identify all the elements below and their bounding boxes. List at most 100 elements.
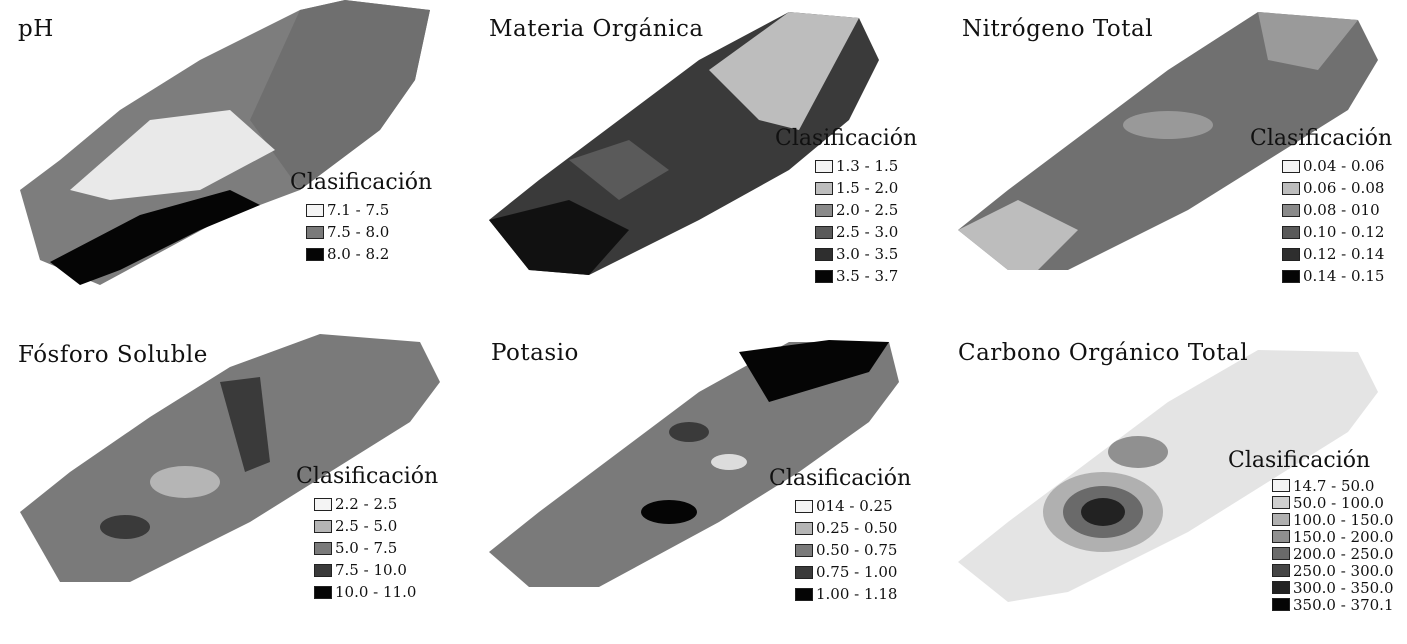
legend-item: 0.10 - 0.12 — [1282, 221, 1392, 243]
legend-swatch — [1282, 269, 1300, 283]
legend-label: 1.00 - 1.18 — [816, 585, 898, 603]
legend-label: 50.0 - 100.0 — [1293, 493, 1384, 512]
legend-swatch — [314, 563, 332, 577]
map-panel-fosforo-soluble: Fósforo Soluble Clasificación 2.2 - 2.5 … — [0, 322, 469, 644]
legend-label: 200.0 - 250.0 — [1293, 544, 1394, 563]
legend-item: 3.5 - 3.7 — [815, 265, 917, 287]
legend-label: 7.5 - 10.0 — [335, 561, 407, 579]
legend-item: 0.08 - 010 — [1282, 199, 1392, 221]
legend-swatch — [314, 585, 332, 599]
legend-swatch — [795, 499, 813, 513]
legend-item: 0.12 - 0.14 — [1282, 243, 1392, 265]
map-panel-materia-organica: Materia Orgánica Clasificación 1.3 - 1.5… — [469, 0, 938, 322]
legend-item: 350.0 - 370.1 — [1272, 596, 1394, 614]
legend-swatch — [1272, 479, 1290, 492]
legend-item: 0.14 - 0.15 — [1282, 265, 1392, 287]
legend-item: 0.04 - 0.06 — [1282, 155, 1392, 177]
terrain-map-fosforo-soluble — [20, 334, 440, 582]
legend-label: 2.2 - 2.5 — [335, 495, 398, 513]
legend-label: 250.0 - 300.0 — [1293, 561, 1394, 580]
legend-item: 300.0 - 350.0 — [1272, 578, 1394, 597]
legend-item: 0.25 - 0.50 — [795, 517, 911, 539]
legend-swatch — [1272, 547, 1290, 560]
legend-swatch — [314, 519, 332, 533]
legend-label: 3.5 - 3.7 — [836, 267, 899, 285]
legend-swatch — [795, 521, 813, 535]
panel-title: Carbono Orgánico Total — [958, 340, 1249, 366]
legend-label: 7.1 - 7.5 — [327, 201, 390, 219]
legend: Clasificación 14.7 - 50.0 50.0 - 100.0 1… — [1228, 448, 1394, 614]
legend-item: 0.06 - 0.08 — [1282, 177, 1392, 199]
map-panel-carbono-organico-total: Carbono Orgánico Total Clasificación 14.… — [938, 322, 1407, 644]
legend-label: 1.3 - 1.5 — [836, 157, 899, 175]
legend-item: 7.1 - 7.5 — [306, 199, 432, 221]
legend-item: 14.7 - 50.0 — [1272, 476, 1394, 495]
legend-swatch — [795, 565, 813, 579]
legend-swatch — [1272, 564, 1290, 577]
legend-swatch — [815, 159, 833, 173]
legend-swatch — [1272, 581, 1290, 594]
legend-label: 0.25 - 0.50 — [816, 519, 898, 537]
legend-title: Clasificación — [1250, 126, 1393, 151]
legend-label: 0.04 - 0.06 — [1303, 157, 1385, 175]
legend-swatch — [815, 225, 833, 239]
legend-label: 1.5 - 2.0 — [836, 179, 899, 197]
legend-swatch — [306, 203, 324, 217]
legend-item: 2.5 - 5.0 — [314, 515, 438, 537]
legend-swatch — [1282, 247, 1300, 261]
legend-title: Clasificación — [1228, 448, 1371, 473]
legend-item: 150.0 - 200.0 — [1272, 528, 1394, 546]
legend-label: 2.0 - 2.5 — [836, 201, 899, 219]
legend-swatch — [795, 543, 813, 557]
legend-item: 014 - 0.25 — [795, 495, 911, 517]
legend-title: Clasificación — [290, 170, 433, 195]
legend-swatch — [815, 203, 833, 217]
legend-label: 0.75 - 1.00 — [816, 563, 898, 581]
legend-item: 7.5 - 8.0 — [306, 221, 432, 243]
legend-swatch — [1282, 181, 1300, 195]
legend-item: 10.0 - 11.0 — [314, 581, 438, 603]
terrain-map-potasio — [489, 340, 899, 587]
legend-swatch — [1272, 530, 1290, 543]
terrain-map-ph — [20, 0, 430, 285]
legend-label: 2.5 - 3.0 — [836, 223, 899, 241]
legend-item: 1.00 - 1.18 — [795, 583, 911, 605]
map-panel-ph: pH Clasificación 7.1 - 7.5 7.5 - 8.0 8.0… — [0, 0, 469, 322]
legend-label: 300.0 - 350.0 — [1293, 578, 1394, 597]
legend: Clasificación 7.1 - 7.5 7.5 - 8.0 8.0 - … — [290, 170, 432, 265]
legend-swatch — [1282, 203, 1300, 217]
legend-swatch — [314, 541, 332, 555]
legend: Clasificación 0.04 - 0.06 0.06 - 0.08 0.… — [1250, 126, 1392, 287]
panel-title: Materia Orgánica — [489, 16, 704, 42]
legend: Clasificación 1.3 - 1.5 1.5 - 2.0 2.0 - … — [775, 126, 917, 287]
legend-label: 3.0 - 3.5 — [836, 245, 899, 263]
legend-swatch — [815, 181, 833, 195]
legend-label: 8.0 - 8.2 — [327, 245, 390, 263]
legend-item: 5.0 - 7.5 — [314, 537, 438, 559]
legend-label: 5.0 - 7.5 — [335, 539, 398, 557]
panel-title: Potasio — [491, 340, 579, 366]
terrain-map-nitrogeno-total — [958, 12, 1378, 270]
legend-swatch — [1272, 598, 1290, 611]
map-panel-potasio: Potasio Clasificación 014 - 0.25 0.25 - … — [469, 322, 938, 644]
legend-item: 7.5 - 10.0 — [314, 559, 438, 581]
legend-item: 1.5 - 2.0 — [815, 177, 917, 199]
legend-swatch — [1272, 496, 1290, 509]
legend-label: 100.0 - 150.0 — [1293, 510, 1394, 529]
legend-label: 0.12 - 0.14 — [1303, 245, 1385, 263]
panel-title: Nitrógeno Total — [962, 16, 1154, 42]
legend-swatch — [306, 247, 324, 261]
panel-title: Fósforo Soluble — [18, 342, 208, 368]
legend-label: 0.14 - 0.15 — [1303, 267, 1385, 285]
panel-title: pH — [18, 16, 54, 42]
legend-swatch — [815, 269, 833, 283]
legend-label: 014 - 0.25 — [816, 497, 893, 515]
legend: Clasificación 014 - 0.25 0.25 - 0.50 0.5… — [769, 466, 911, 605]
legend-label: 14.7 - 50.0 — [1293, 476, 1375, 495]
legend: Clasificación 2.2 - 2.5 2.5 - 5.0 5.0 - … — [296, 464, 438, 603]
legend-item: 2.5 - 3.0 — [815, 221, 917, 243]
legend-item: 250.0 - 300.0 — [1272, 561, 1394, 580]
terrain-map-materia-organica — [489, 12, 879, 275]
legend-label: 0.50 - 0.75 — [816, 541, 898, 559]
legend-swatch — [815, 247, 833, 261]
